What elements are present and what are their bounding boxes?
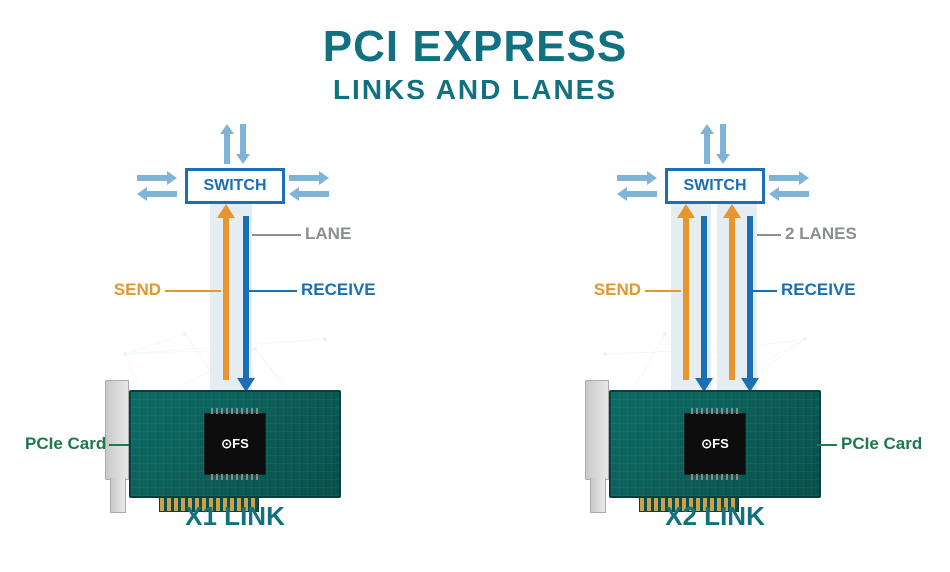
receive-label: RECEIVE xyxy=(781,280,856,300)
link-name: X1 LINK xyxy=(185,501,285,532)
pcie-card-label: PCIe Card xyxy=(25,434,106,454)
link-name: X2 LINK xyxy=(665,501,765,532)
send-label: SEND xyxy=(114,280,161,300)
send-arrow xyxy=(221,204,231,392)
send-arrow xyxy=(727,204,737,392)
receive-arrow xyxy=(699,204,709,392)
pcie-card: ⊙FS xyxy=(609,390,821,498)
title-block: PCI EXPRESS LINKS AND LANES xyxy=(0,0,950,106)
lane-label: LANE xyxy=(305,224,351,244)
diagram-row: SWITCHLANESENDRECEIVE⊙FSPCIe CardX1 LINK… xyxy=(0,124,950,514)
pcie-card-label: PCIe Card xyxy=(841,434,922,454)
sub-title: LINKS AND LANES xyxy=(0,74,950,106)
receive-label: RECEIVE xyxy=(301,280,376,300)
switch-box: SWITCH xyxy=(665,168,765,204)
lane-label: 2 LANES xyxy=(785,224,857,244)
switch-box: SWITCH xyxy=(185,168,285,204)
panel-x2: SWITCH2 LANESSENDRECEIVE⊙FSPCIe CardX2 L… xyxy=(545,124,885,514)
pcie-card: ⊙FS xyxy=(129,390,341,498)
receive-arrow xyxy=(745,204,755,392)
receive-arrow xyxy=(241,204,251,392)
send-label: SEND xyxy=(594,280,641,300)
chip-logo: ⊙FS xyxy=(204,413,266,475)
chip-logo: ⊙FS xyxy=(684,413,746,475)
send-arrow xyxy=(681,204,691,392)
panel-x1: SWITCHLANESENDRECEIVE⊙FSPCIe CardX1 LINK xyxy=(65,124,405,514)
main-title: PCI EXPRESS xyxy=(0,22,950,72)
